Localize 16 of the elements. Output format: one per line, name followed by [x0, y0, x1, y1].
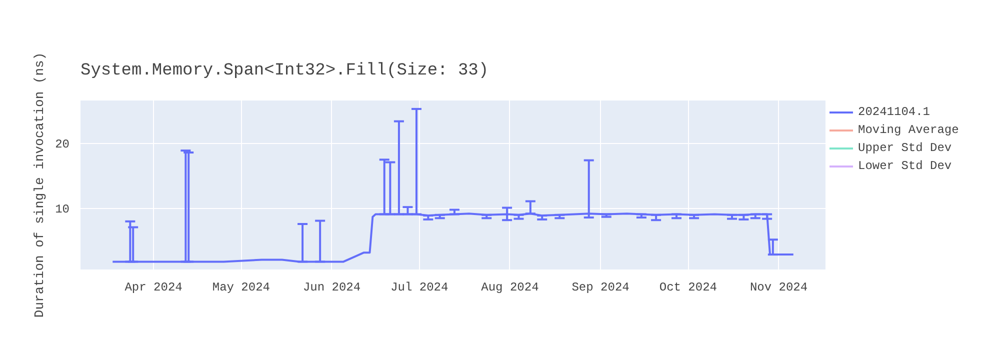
- x-tick-label: Sep 2024: [572, 280, 630, 294]
- x-tick-label: May 2024: [212, 280, 270, 294]
- y-tick-label: 10: [55, 202, 70, 216]
- y-axis-title: Duration of single invocation (ns): [32, 52, 48, 318]
- x-tick-label: Jun 2024: [302, 280, 361, 294]
- legend-label: 20241104.1: [858, 104, 930, 120]
- legend-label: Upper Std Dev: [858, 140, 952, 156]
- legend-label: Lower Std Dev: [858, 158, 952, 174]
- x-tick-label: Apr 2024: [124, 280, 182, 294]
- chart-title: System.Memory.Span<Int32>.Fill(Size: 33): [80, 62, 489, 80]
- legend-label: Moving Average: [858, 122, 959, 138]
- y-tick-label: 20: [55, 137, 70, 152]
- x-tick-label: Nov 2024: [750, 280, 808, 294]
- x-tick-label: Oct 2024: [659, 280, 717, 294]
- x-tick-label: Aug 2024: [481, 280, 539, 294]
- x-tick-label: Jul 2024: [390, 280, 448, 294]
